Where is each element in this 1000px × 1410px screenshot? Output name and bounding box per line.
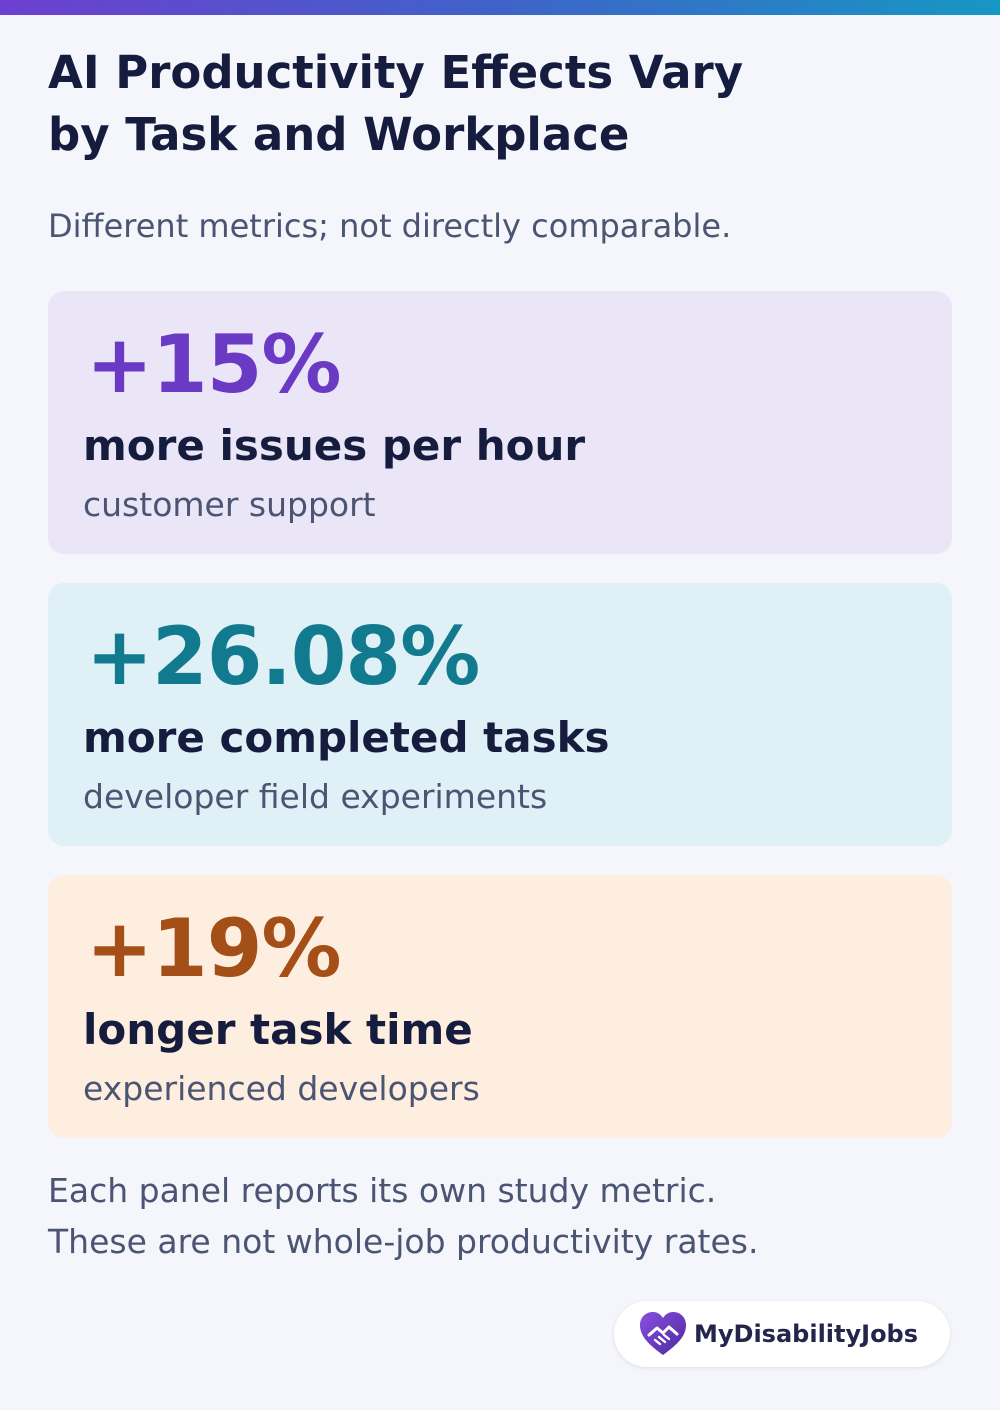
stat-label: more completed tasks xyxy=(83,713,610,762)
stat-panel-customer-support: +15% more issues per hour customer suppo… xyxy=(48,291,952,554)
stat-context: customer support xyxy=(83,485,376,524)
stat-value: +15% xyxy=(86,318,342,411)
stat-value: +26.08% xyxy=(86,610,480,703)
stat-label: more issues per hour xyxy=(83,421,586,470)
page-title: AI Productivity Effects Vary by Task and… xyxy=(48,42,928,166)
stat-context: developer field experiments xyxy=(83,777,548,816)
stat-context: experienced developers xyxy=(83,1069,480,1108)
brand-name: MyDisabilityJobs xyxy=(694,1320,919,1348)
footnote-line-1: Each panel reports its own study metric. xyxy=(48,1171,717,1210)
stat-value: +19% xyxy=(86,902,342,995)
top-accent-bar xyxy=(0,0,1000,15)
page-subtitle: Different metrics; not directly comparab… xyxy=(48,207,732,245)
brand-badge: MyDisabilityJobs xyxy=(614,1301,950,1367)
stat-panel-experienced-developers: +19% longer task time experienced develo… xyxy=(48,875,952,1138)
title-line-1: AI Productivity Effects Vary xyxy=(48,46,744,99)
stat-label: longer task time xyxy=(83,1005,473,1054)
heart-handshake-icon xyxy=(640,1312,686,1355)
stat-panel-developer-field-experiments: +26.08% more completed tasks developer f… xyxy=(48,583,952,846)
footnote: Each panel reports its own study metric.… xyxy=(48,1165,758,1267)
footnote-line-2: These are not whole-job productivity rat… xyxy=(48,1222,759,1261)
title-line-2: by Task and Workplace xyxy=(48,108,630,161)
